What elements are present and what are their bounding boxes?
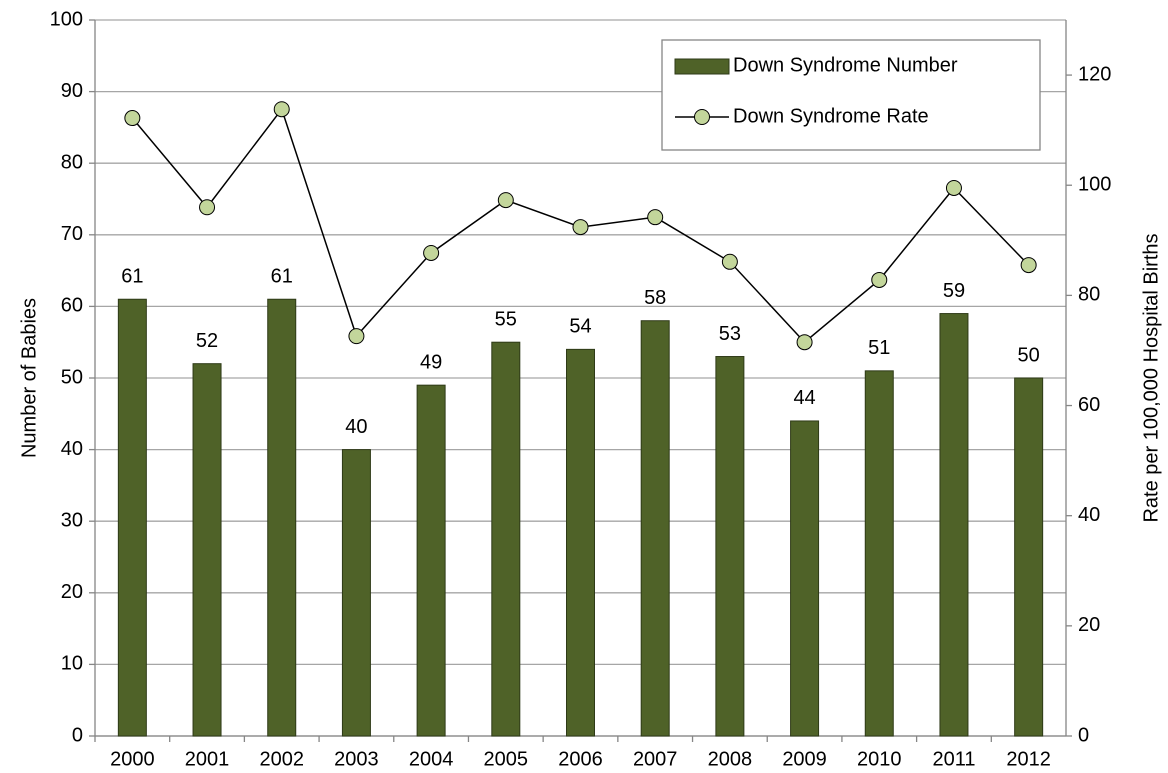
x-tick-label: 2000 <box>110 748 155 770</box>
bar <box>939 313 969 737</box>
x-tick-label: 2010 <box>857 748 902 770</box>
marker <box>871 271 888 288</box>
bar <box>341 449 371 737</box>
x-tick-label: 2009 <box>782 748 827 770</box>
legend-swatch <box>674 58 730 75</box>
y-tick-label: 40 <box>61 438 83 460</box>
y2-tick-label: 60 <box>1078 394 1100 416</box>
marker <box>199 199 216 216</box>
legend-box <box>661 39 1041 151</box>
y-tick-label: 90 <box>61 80 83 102</box>
y-tick-label: 50 <box>61 366 83 388</box>
legend-label: Down Syndrome Number <box>733 54 958 76</box>
marker <box>647 209 664 226</box>
y2-tick-label: 120 <box>1078 63 1111 85</box>
bar <box>267 298 297 737</box>
y-tick-label: 100 <box>50 8 83 30</box>
y-tick-label: 10 <box>61 653 83 675</box>
bar <box>416 384 446 737</box>
bar <box>715 356 745 737</box>
bar <box>117 298 147 737</box>
marker <box>497 192 514 209</box>
marker <box>572 219 589 236</box>
bar <box>864 370 894 737</box>
data-label: 61 <box>271 266 293 288</box>
marker <box>348 328 365 345</box>
marker <box>124 110 141 127</box>
y-axis-title: Number of Babies <box>18 298 40 458</box>
x-tick-label: 2011 <box>932 748 975 770</box>
y2-tick-label: 20 <box>1078 614 1100 636</box>
legend-marker <box>694 109 710 125</box>
data-label: 50 <box>1018 344 1040 366</box>
x-tick-label: 2002 <box>259 748 304 770</box>
x-tick-label: 2001 <box>185 748 230 770</box>
data-label: 53 <box>719 323 741 345</box>
bar <box>790 420 820 737</box>
marker <box>796 334 813 351</box>
x-tick-label: 2003 <box>334 748 379 770</box>
data-label: 52 <box>196 330 218 352</box>
data-label: 49 <box>420 351 442 373</box>
bar <box>640 320 670 737</box>
marker <box>423 244 440 261</box>
x-tick-label: 2012 <box>1006 748 1051 770</box>
y2-tick-label: 100 <box>1078 174 1111 196</box>
x-tick-label: 2008 <box>708 748 753 770</box>
y2-axis-title: Rate per 100,000 Hospital Births <box>1140 233 1162 522</box>
x-tick-label: 2007 <box>633 748 678 770</box>
data-label: 55 <box>495 308 517 330</box>
x-tick-label: 2004 <box>409 748 454 770</box>
y-tick-label: 60 <box>61 295 83 317</box>
bar <box>491 341 521 737</box>
y-tick-label: 80 <box>61 151 83 173</box>
data-label: 54 <box>569 316 591 338</box>
marker <box>273 101 290 118</box>
data-label: 59 <box>943 280 965 302</box>
marker <box>721 253 738 270</box>
y2-tick-label: 40 <box>1078 504 1100 526</box>
bar <box>192 363 222 737</box>
y2-tick-label: 0 <box>1078 724 1089 746</box>
data-label: 51 <box>868 337 890 359</box>
data-label: 44 <box>793 387 815 409</box>
data-label: 61 <box>121 266 143 288</box>
x-tick-label: 2005 <box>484 748 529 770</box>
y2-tick-label: 80 <box>1078 284 1100 306</box>
data-label: 40 <box>345 416 367 438</box>
y-tick-label: 30 <box>61 509 83 531</box>
bar <box>1014 377 1044 737</box>
y-tick-label: 70 <box>61 223 83 245</box>
y-tick-label: 0 <box>72 724 83 746</box>
bar <box>566 348 595 737</box>
data-label: 58 <box>644 287 666 309</box>
y-tick-label: 20 <box>61 581 83 603</box>
marker <box>945 179 962 196</box>
marker <box>1020 257 1037 274</box>
x-tick-label: 2006 <box>558 748 603 770</box>
legend-label: Down Syndrome Rate <box>733 105 929 127</box>
